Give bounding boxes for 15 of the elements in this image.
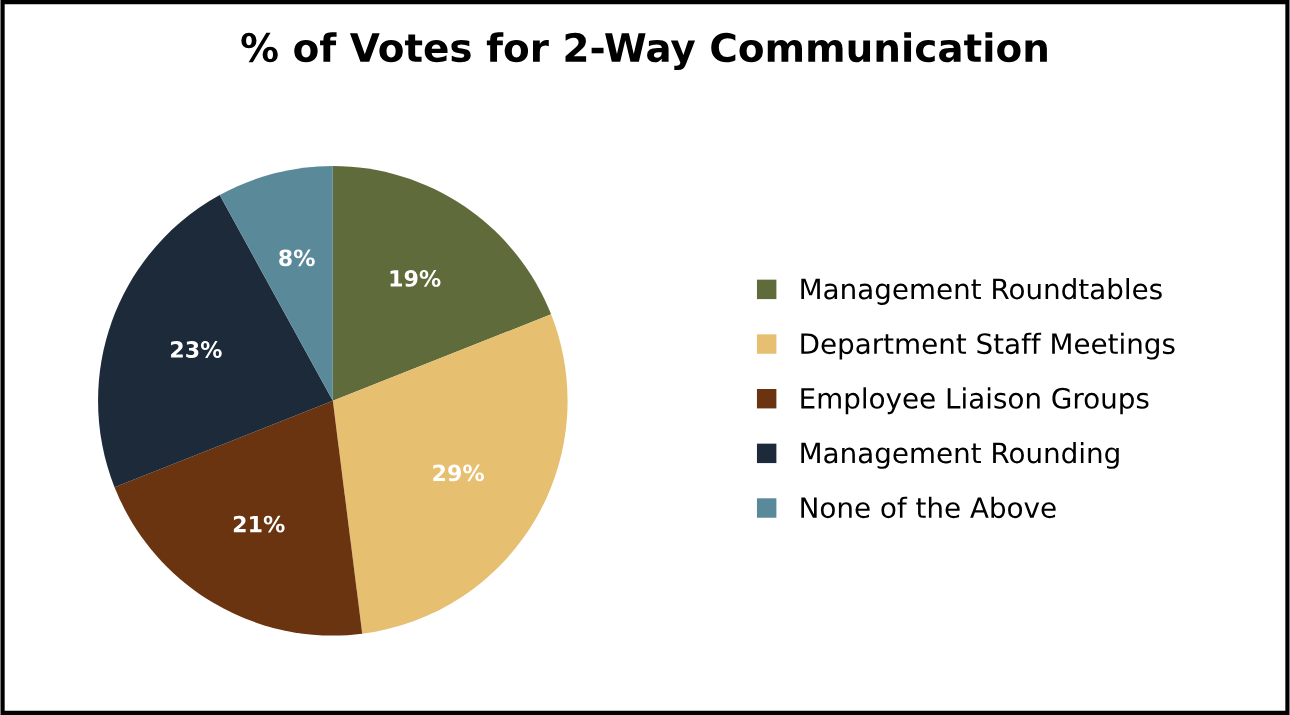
- data-label: 19%: [390, 270, 441, 287]
- pie-slice: [98, 195, 333, 488]
- legend-label: Employee Liaison Groups: [801, 387, 1149, 415]
- legend-label: Management Rounding: [801, 441, 1119, 469]
- data-label: 23%: [171, 341, 222, 358]
- pie-slice: [114, 400, 363, 636]
- pie-slice: [332, 165, 552, 401]
- data-label: 8%: [279, 249, 315, 267]
- data-label: 29%: [433, 464, 484, 482]
- legend-label: Department Staff Meetings: [801, 332, 1175, 360]
- data-label: 21%: [233, 515, 285, 533]
- legend-label: None of the Above: [801, 496, 1056, 519]
- pie-slice: [332, 314, 568, 634]
- legend-label: Management Roundtables: [801, 277, 1162, 305]
- chart-title: % of Votes for 2-Way Communication: [241, 32, 1047, 71]
